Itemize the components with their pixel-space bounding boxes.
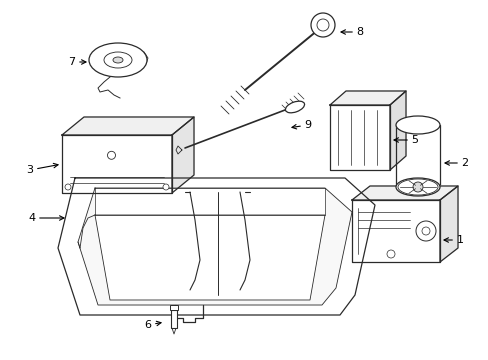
Circle shape [163, 184, 169, 190]
Ellipse shape [395, 178, 439, 196]
Polygon shape [95, 215, 325, 300]
Polygon shape [172, 117, 194, 193]
Ellipse shape [113, 57, 123, 63]
Polygon shape [389, 91, 405, 170]
Ellipse shape [89, 43, 147, 77]
Polygon shape [78, 188, 351, 305]
Polygon shape [351, 186, 457, 200]
Circle shape [316, 19, 328, 31]
Ellipse shape [395, 116, 439, 134]
Text: 9: 9 [291, 120, 311, 130]
Polygon shape [351, 200, 439, 262]
Text: 2: 2 [444, 158, 468, 168]
Polygon shape [439, 186, 457, 262]
Circle shape [65, 184, 71, 190]
Ellipse shape [397, 179, 437, 195]
Text: 8: 8 [340, 27, 363, 37]
Text: 3: 3 [26, 163, 58, 175]
Polygon shape [134, 52, 148, 66]
Text: 6: 6 [144, 320, 161, 330]
Text: 1: 1 [443, 235, 463, 245]
Text: 7: 7 [68, 57, 86, 67]
Circle shape [107, 151, 115, 159]
Circle shape [386, 250, 394, 258]
Circle shape [412, 182, 422, 192]
Polygon shape [62, 135, 172, 193]
Polygon shape [58, 178, 374, 315]
Polygon shape [95, 188, 325, 215]
Polygon shape [329, 91, 405, 105]
Ellipse shape [285, 101, 304, 113]
Ellipse shape [104, 52, 132, 68]
Text: 5: 5 [393, 135, 418, 145]
Text: 4: 4 [28, 213, 64, 223]
Circle shape [415, 221, 435, 241]
Circle shape [310, 13, 334, 37]
FancyBboxPatch shape [170, 305, 178, 310]
FancyBboxPatch shape [171, 310, 177, 328]
Polygon shape [329, 105, 389, 170]
Polygon shape [62, 117, 194, 135]
Circle shape [421, 227, 429, 235]
